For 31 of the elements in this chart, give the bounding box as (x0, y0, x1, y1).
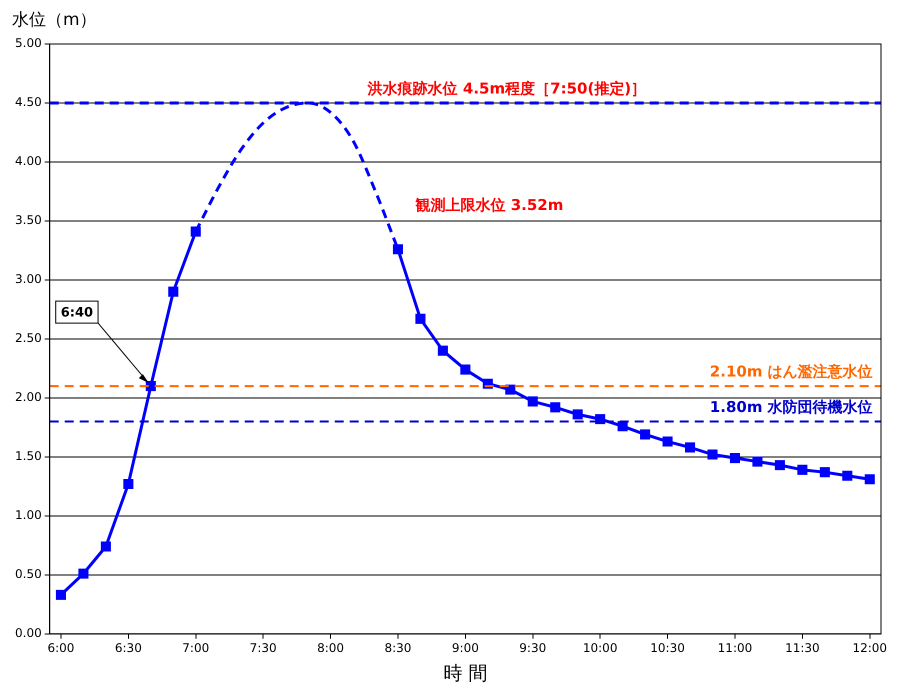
y-tick-label: 1.50 (15, 448, 42, 463)
y-tick-label: 3.00 (15, 272, 42, 286)
x-tick-label: 11:30 (785, 641, 820, 656)
x-tick-label: 8:30 (384, 641, 412, 656)
ref-line-label: 1.80m 水防団待機水位 (710, 398, 873, 416)
x-tick-label: 12:00 (852, 641, 888, 656)
x-tick-label: 7:00 (182, 641, 210, 656)
x-tick-label: 8:00 (317, 641, 344, 656)
y-tick-label: 3.50 (15, 213, 42, 228)
ref-line-label: 2.10m はん濫注意水位 (710, 362, 873, 380)
x-tick-label: 6:00 (47, 641, 74, 656)
x-tick-label: 9:00 (452, 641, 479, 656)
y-tick-label: 1.00 (15, 508, 42, 522)
y-tick-label: 4.00 (15, 154, 42, 168)
annotation: 観測上限水位 3.52m (414, 196, 564, 214)
x-tick-label: 9:30 (519, 641, 546, 656)
y-tick-label: 4.50 (15, 95, 42, 110)
x-tick-label: 11:00 (718, 641, 752, 656)
x-tick-label: 10:30 (650, 641, 685, 656)
ref-line-label: 洪水痕跡水位 4.5m程度［7:50(推定)］ (366, 79, 646, 98)
x-tick-label: 7:30 (250, 641, 277, 656)
y-tick-label: 2.00 (15, 390, 42, 404)
y-tick-label: 0.00 (15, 626, 42, 640)
x-tick-label: 6:30 (114, 641, 142, 656)
x-tick-label: 10:00 (582, 641, 618, 656)
annotation: 6:40 (60, 305, 94, 320)
x-axis-title: 時 間 (443, 662, 488, 685)
y-tick-label: 0.50 (15, 566, 42, 581)
y-tick-label: 5.00 (15, 36, 42, 50)
y-tick-label: 2.50 (15, 331, 42, 346)
y-axis-title: 水位（m） (12, 10, 97, 30)
